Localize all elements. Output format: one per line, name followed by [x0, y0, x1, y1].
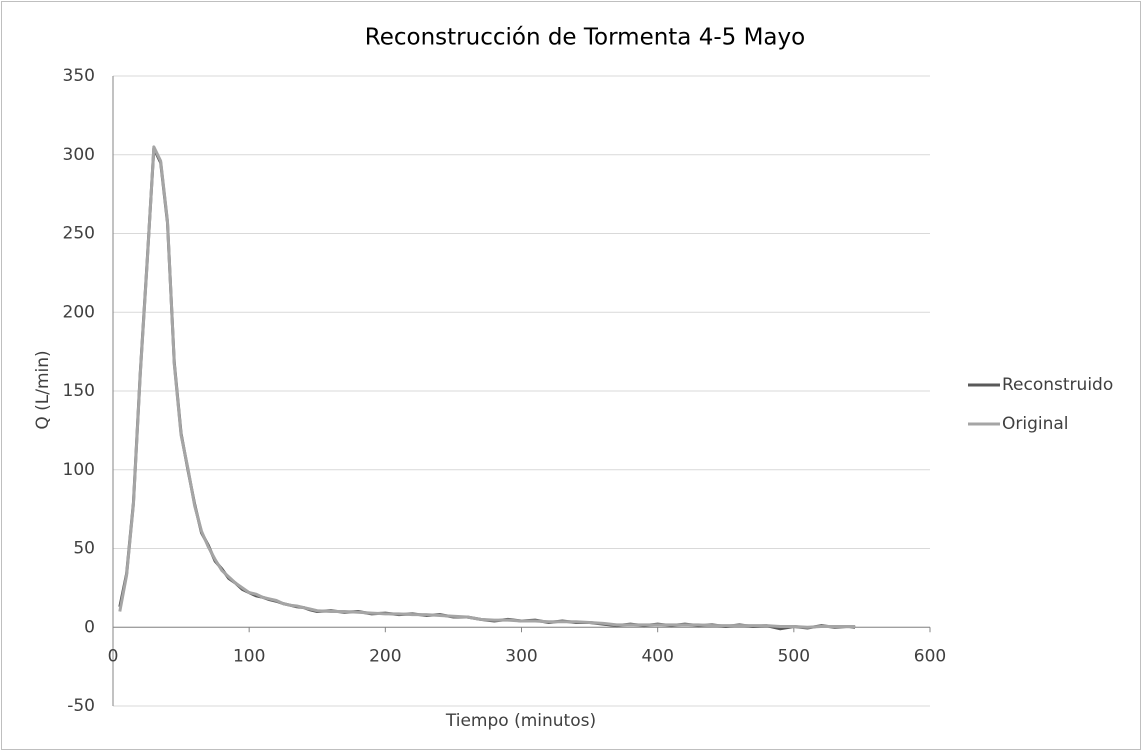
y-tick-label: 150: [63, 381, 95, 401]
series-line: [118, 145, 856, 629]
x-tick-label: 400: [641, 646, 673, 666]
x-tick-label: 500: [778, 646, 810, 666]
x-tick-label: 100: [233, 646, 265, 666]
y-tick-label: 50: [73, 539, 95, 559]
y-tick-label: 200: [63, 302, 95, 322]
y-tick-label: 350: [63, 66, 95, 86]
x-tick-label: 600: [914, 646, 946, 666]
y-tick-label: 300: [63, 145, 95, 165]
legend-label: Reconstruido: [1002, 375, 1113, 395]
chart-title: Reconstrucción de Tormenta 4-5 Mayo: [365, 25, 805, 51]
x-tick-label: 300: [505, 646, 537, 666]
y-tick-label: 250: [63, 224, 95, 244]
x-tick-label: 200: [369, 646, 401, 666]
x-tick-label: 0: [108, 646, 119, 666]
legend-label: Original: [1002, 414, 1069, 434]
y-tick-label: 0: [84, 617, 95, 637]
y-tick-label: 100: [63, 460, 95, 480]
y-axis-title: Q (L/min): [33, 350, 53, 429]
x-axis-title: Tiempo (minutos): [445, 711, 596, 731]
y-tick-label: -50: [67, 696, 95, 716]
